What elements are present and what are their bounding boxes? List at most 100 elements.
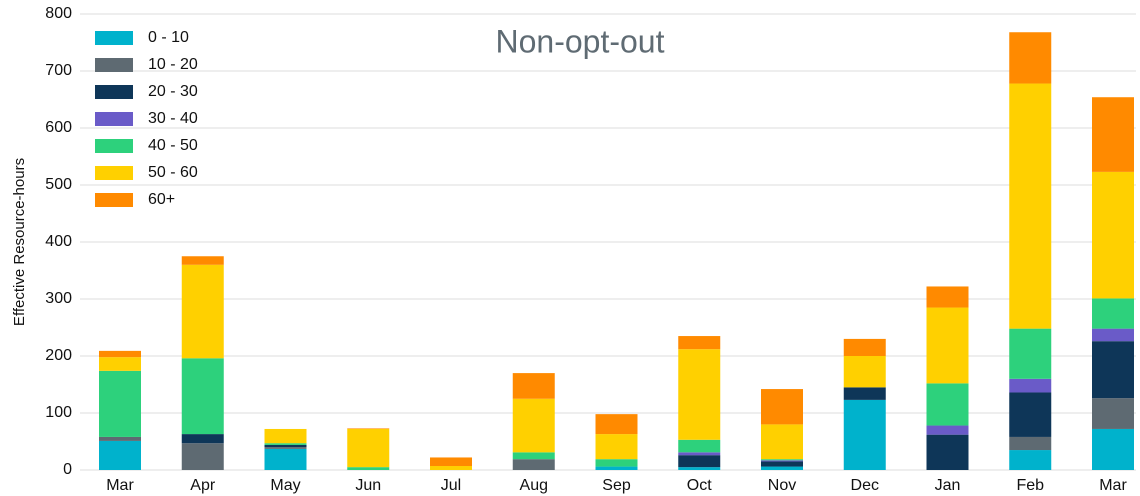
chart-title: Non-opt-out <box>496 23 665 59</box>
bar-segment <box>678 336 721 350</box>
x-tick-label: Dec <box>851 477 879 494</box>
bar-segment <box>1009 83 1052 329</box>
bar-segment <box>595 459 638 467</box>
bar-segment <box>926 286 969 308</box>
bar-segment <box>843 387 886 400</box>
bar-segment <box>1009 450 1052 470</box>
bar-segment <box>347 467 390 470</box>
bar-segment <box>99 350 141 358</box>
bar-segment <box>347 428 390 429</box>
bar-segment <box>181 256 224 265</box>
bar-segment <box>595 414 638 435</box>
x-tick-label: Jul <box>441 477 461 494</box>
bar-segment <box>512 373 555 399</box>
bar-segment <box>1092 97 1134 172</box>
bar-segment <box>926 383 969 426</box>
bar-segment <box>99 440 141 470</box>
bar-segment <box>181 264 224 359</box>
x-tick-label: Oct <box>687 477 712 494</box>
bar-segment <box>181 434 224 444</box>
legend-label: 60+ <box>148 191 175 208</box>
legend-swatch <box>95 58 133 72</box>
x-tick-label: Jan <box>935 477 961 494</box>
bar-segment <box>678 452 721 456</box>
bar-segment <box>843 338 886 356</box>
bar-segment <box>1092 428 1134 470</box>
bar-segment <box>926 434 969 470</box>
bar-segment <box>1009 378 1052 393</box>
bar-segment <box>264 447 307 449</box>
bar-segment <box>1009 328 1052 379</box>
bar-segment <box>678 349 721 440</box>
bar-segment <box>99 436 141 441</box>
x-tick-label: Nov <box>768 477 796 494</box>
bar-segment <box>1092 171 1134 299</box>
y-tick-label: 700 <box>45 62 72 79</box>
legend-label: 0 - 10 <box>148 29 189 46</box>
x-tick-label: Mar <box>106 477 134 494</box>
bar-segment <box>512 459 555 470</box>
bar-segment <box>430 466 472 470</box>
bar-segment <box>1092 398 1134 429</box>
bar-segment <box>430 457 472 467</box>
bar-segment <box>761 466 803 470</box>
x-tick-label: Sep <box>602 477 631 494</box>
bar-segment <box>1092 341 1134 399</box>
legend-label: 50 - 60 <box>148 164 198 181</box>
y-tick-label: 800 <box>45 5 72 22</box>
legend-label: 40 - 50 <box>148 137 198 154</box>
y-tick-label: 100 <box>45 404 72 421</box>
legend-swatch <box>95 166 133 180</box>
legend-swatch <box>95 85 133 99</box>
y-tick-label: 300 <box>45 290 72 307</box>
y-tick-label: 500 <box>45 176 72 193</box>
x-tick-label: Feb <box>1016 477 1044 494</box>
bar-segment <box>678 467 721 470</box>
bar-segment <box>264 443 307 445</box>
grid <box>80 13 1136 471</box>
bar-segment <box>264 448 307 470</box>
bar-segment <box>512 398 555 453</box>
bar-segment <box>99 370 141 437</box>
bar-segment <box>1009 392 1052 437</box>
bar-segment <box>761 459 803 461</box>
bar-segment <box>347 428 390 468</box>
bar-segment <box>1092 328 1134 342</box>
bar-segment <box>264 444 307 448</box>
bar-segment <box>595 434 638 460</box>
x-tick-label: Aug <box>520 477 548 494</box>
bar-segment <box>678 455 721 468</box>
bar-segment <box>181 443 224 470</box>
legend-swatch <box>95 31 133 45</box>
bar-segment <box>678 439 721 453</box>
bar-segment <box>761 389 803 425</box>
bar-segment <box>1009 436 1052 451</box>
legend-label: 30 - 40 <box>148 110 198 127</box>
x-tick-label: Apr <box>190 477 216 494</box>
bar-segment <box>512 452 555 460</box>
x-tick-label: Mar <box>1099 477 1127 494</box>
y-tick-label: 600 <box>45 119 72 136</box>
legend-swatch <box>95 193 133 207</box>
legend-label: 20 - 30 <box>148 83 198 100</box>
x-tick-label: Jun <box>355 477 381 494</box>
legend-label: 10 - 20 <box>148 56 198 73</box>
y-tick-label: 0 <box>63 461 72 478</box>
bar-segment <box>926 307 969 384</box>
bar-segment <box>761 424 803 460</box>
bar-segment <box>761 461 803 467</box>
legend-swatch <box>95 112 133 126</box>
x-tick-label: May <box>270 477 300 494</box>
bar-segment <box>843 356 886 388</box>
bar-segment <box>181 358 224 435</box>
bar-segment <box>264 428 307 444</box>
y-tick-label: 400 <box>45 233 72 250</box>
bar-segment <box>99 357 141 371</box>
bar-segment <box>1009 32 1052 84</box>
bar-segment <box>595 466 638 470</box>
bar-segment <box>843 399 886 470</box>
y-axis-label: Effective Resource-hours <box>11 158 28 326</box>
legend-swatch <box>95 139 133 153</box>
bar-segment <box>926 425 969 435</box>
